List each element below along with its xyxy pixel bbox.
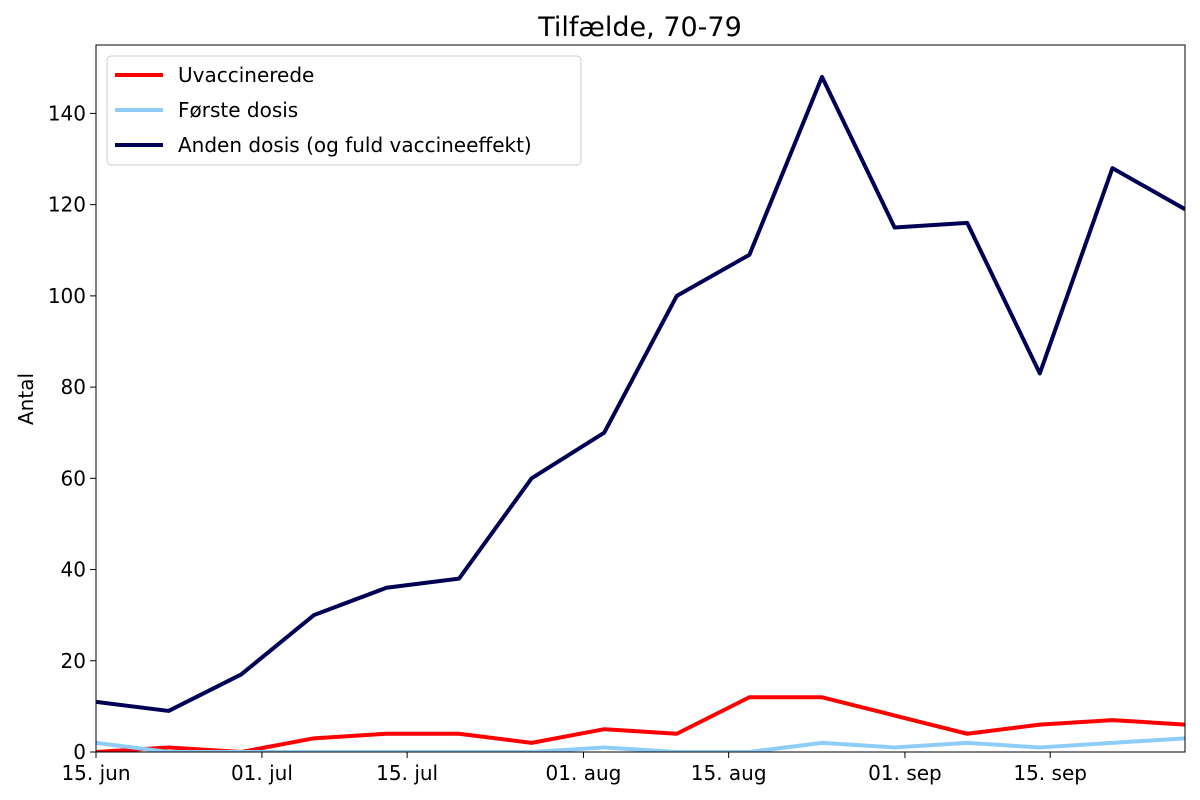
x-axis: 15. jun 01. jul 15. jul 01. aug 15. aug 01. s… — [61, 752, 1087, 785]
series-line-2 — [96, 74, 1185, 713]
legend-label-0: Uvaccinerede — [178, 63, 314, 87]
legend-label-1: Første dosis — [178, 98, 298, 122]
series-line-0 — [96, 695, 1185, 752]
y-tick-label: 20 — [61, 649, 86, 673]
x-tick-label: 15. jun — [61, 761, 130, 785]
x-tick-label: 15. jul — [376, 761, 438, 785]
y-tick-label: 100 — [48, 284, 86, 308]
x-tick-label: 15. sep — [1013, 761, 1087, 785]
series-line-1 — [96, 736, 1185, 752]
y-tick-label: 0 — [73, 740, 86, 764]
y-tick-label: 140 — [48, 101, 86, 125]
legend: Uvaccinerede Første dosis Anden dosis (og … — [106, 55, 582, 166]
y-tick-label: 80 — [61, 375, 86, 399]
y-axis: 0 20 40 60 80 100 120 140 — [48, 101, 96, 764]
y-tick-label: 40 — [61, 558, 86, 582]
x-tick-label: 01. aug — [546, 761, 622, 785]
x-tick-label: 15. aug — [691, 761, 767, 785]
y-tick-label: 120 — [48, 193, 86, 217]
x-tick-label: 01. sep — [868, 761, 942, 785]
y-tick-label: 60 — [61, 466, 86, 490]
chart-title: Tilfælde, 70-79 — [537, 12, 742, 43]
legend-label-2: Anden dosis (og fuld vaccineeffekt) — [178, 133, 532, 157]
plot-frame — [95, 44, 1186, 753]
x-tick-label: 01. jul — [231, 761, 293, 785]
legend-box — [106, 55, 582, 166]
y-axis-label: Antal — [14, 373, 38, 425]
plot-lines — [96, 74, 1185, 752]
